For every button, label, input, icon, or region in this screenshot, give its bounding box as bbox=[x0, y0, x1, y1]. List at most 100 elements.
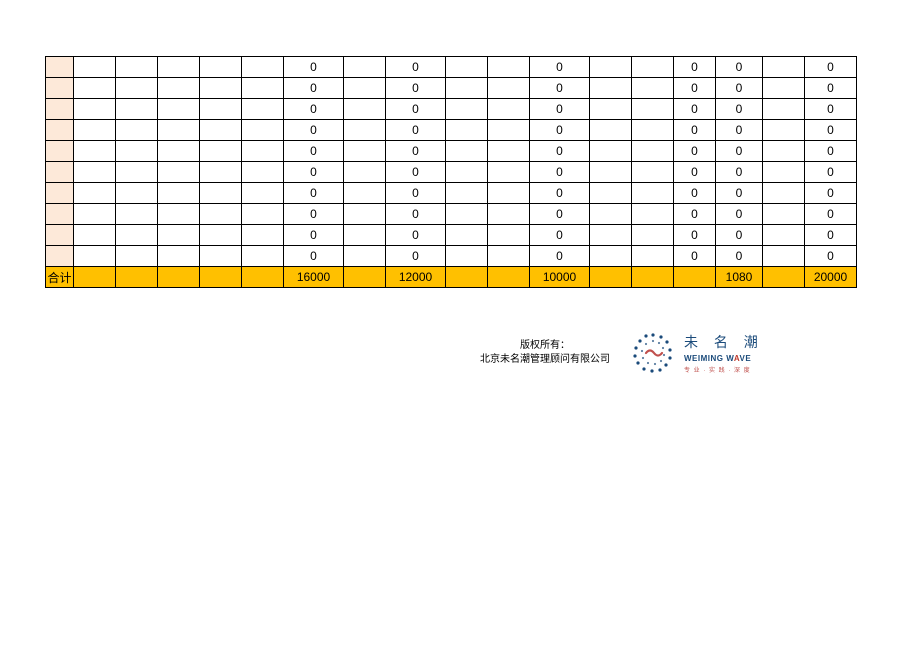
table-cell bbox=[632, 162, 674, 183]
table-cell: 0 bbox=[805, 225, 857, 246]
table-cell: 0 bbox=[716, 120, 763, 141]
table-cell bbox=[344, 183, 386, 204]
table-cell: 0 bbox=[674, 99, 716, 120]
logo-en: WEIMING WAVE bbox=[684, 354, 764, 363]
table-cell: 0 bbox=[284, 78, 344, 99]
table-cell bbox=[488, 204, 530, 225]
table-cell bbox=[632, 183, 674, 204]
data-table: 0000000000000000000000000000000000000000… bbox=[45, 56, 857, 288]
table-cell bbox=[46, 57, 74, 78]
table-cell bbox=[446, 183, 488, 204]
table-cell bbox=[158, 99, 200, 120]
table-cell bbox=[46, 99, 74, 120]
table-cell bbox=[446, 120, 488, 141]
table-cell bbox=[446, 225, 488, 246]
table-cell bbox=[488, 57, 530, 78]
table-cell: 0 bbox=[805, 204, 857, 225]
table-total-cell bbox=[446, 267, 488, 288]
table-total-cell bbox=[116, 267, 158, 288]
table-cell: 0 bbox=[530, 120, 590, 141]
table-cell bbox=[158, 120, 200, 141]
table-cell bbox=[242, 120, 284, 141]
table-cell bbox=[344, 162, 386, 183]
table-cell bbox=[200, 120, 242, 141]
table-cell bbox=[116, 120, 158, 141]
table-cell: 0 bbox=[674, 225, 716, 246]
table-cell bbox=[242, 162, 284, 183]
table-cell: 0 bbox=[530, 162, 590, 183]
table-total-cell: 16000 bbox=[284, 267, 344, 288]
table-cell: 0 bbox=[284, 183, 344, 204]
table-cell bbox=[116, 225, 158, 246]
table-cell: 0 bbox=[716, 246, 763, 267]
table-cell: 0 bbox=[386, 246, 446, 267]
table-cell bbox=[46, 204, 74, 225]
table-cell bbox=[74, 183, 116, 204]
table-total-cell: 10000 bbox=[530, 267, 590, 288]
table-cell bbox=[116, 162, 158, 183]
table-cell bbox=[590, 120, 632, 141]
table-cell bbox=[488, 141, 530, 162]
table-row: 000000 bbox=[46, 141, 857, 162]
table-cell bbox=[763, 78, 805, 99]
table-cell bbox=[242, 246, 284, 267]
table-cell bbox=[446, 99, 488, 120]
table-cell: 0 bbox=[674, 183, 716, 204]
table-cell: 0 bbox=[674, 78, 716, 99]
table-cell bbox=[46, 141, 74, 162]
table-cell bbox=[446, 162, 488, 183]
table-cell bbox=[158, 183, 200, 204]
table-total-cell bbox=[674, 267, 716, 288]
table-cell bbox=[116, 99, 158, 120]
table-cell: 0 bbox=[530, 225, 590, 246]
table-cell bbox=[344, 78, 386, 99]
table-cell bbox=[488, 225, 530, 246]
table-cell bbox=[74, 225, 116, 246]
table-cell bbox=[763, 246, 805, 267]
table-cell bbox=[242, 204, 284, 225]
table-cell bbox=[632, 57, 674, 78]
table-row: 000000 bbox=[46, 120, 857, 141]
table-cell: 0 bbox=[530, 246, 590, 267]
table-total-cell bbox=[74, 267, 116, 288]
table-cell bbox=[158, 57, 200, 78]
table-cell: 0 bbox=[716, 183, 763, 204]
table-cell: 0 bbox=[284, 162, 344, 183]
table-cell: 0 bbox=[386, 204, 446, 225]
table-cell bbox=[74, 246, 116, 267]
table-cell bbox=[116, 78, 158, 99]
table-cell: 0 bbox=[386, 225, 446, 246]
table-cell bbox=[200, 78, 242, 99]
table-row: 000000 bbox=[46, 246, 857, 267]
logo: 未 名 潮 WEIMING WAVE 专 业 · 实 践 · 深 度 bbox=[630, 330, 764, 376]
table-cell bbox=[242, 225, 284, 246]
table-cell bbox=[116, 183, 158, 204]
table-cell: 0 bbox=[805, 99, 857, 120]
table-cell: 0 bbox=[386, 162, 446, 183]
table-cell: 0 bbox=[284, 246, 344, 267]
table-cell: 0 bbox=[284, 57, 344, 78]
table-cell bbox=[632, 246, 674, 267]
table-cell bbox=[344, 204, 386, 225]
table-cell bbox=[158, 162, 200, 183]
table-cell bbox=[116, 141, 158, 162]
table-cell: 0 bbox=[674, 57, 716, 78]
table-cell bbox=[46, 183, 74, 204]
table-cell: 0 bbox=[284, 204, 344, 225]
table-cell bbox=[74, 57, 116, 78]
table-total-cell bbox=[158, 267, 200, 288]
table-cell: 0 bbox=[716, 99, 763, 120]
table-row: 000000 bbox=[46, 183, 857, 204]
table-cell bbox=[116, 246, 158, 267]
table-cell bbox=[763, 57, 805, 78]
table-cell bbox=[242, 183, 284, 204]
table-cell: 0 bbox=[386, 57, 446, 78]
table-cell bbox=[46, 225, 74, 246]
table-cell bbox=[74, 162, 116, 183]
table-cell: 0 bbox=[805, 78, 857, 99]
table-cell bbox=[590, 204, 632, 225]
table-row: 000000 bbox=[46, 99, 857, 120]
table-cell: 0 bbox=[530, 141, 590, 162]
table-cell: 0 bbox=[284, 120, 344, 141]
table-cell bbox=[74, 78, 116, 99]
